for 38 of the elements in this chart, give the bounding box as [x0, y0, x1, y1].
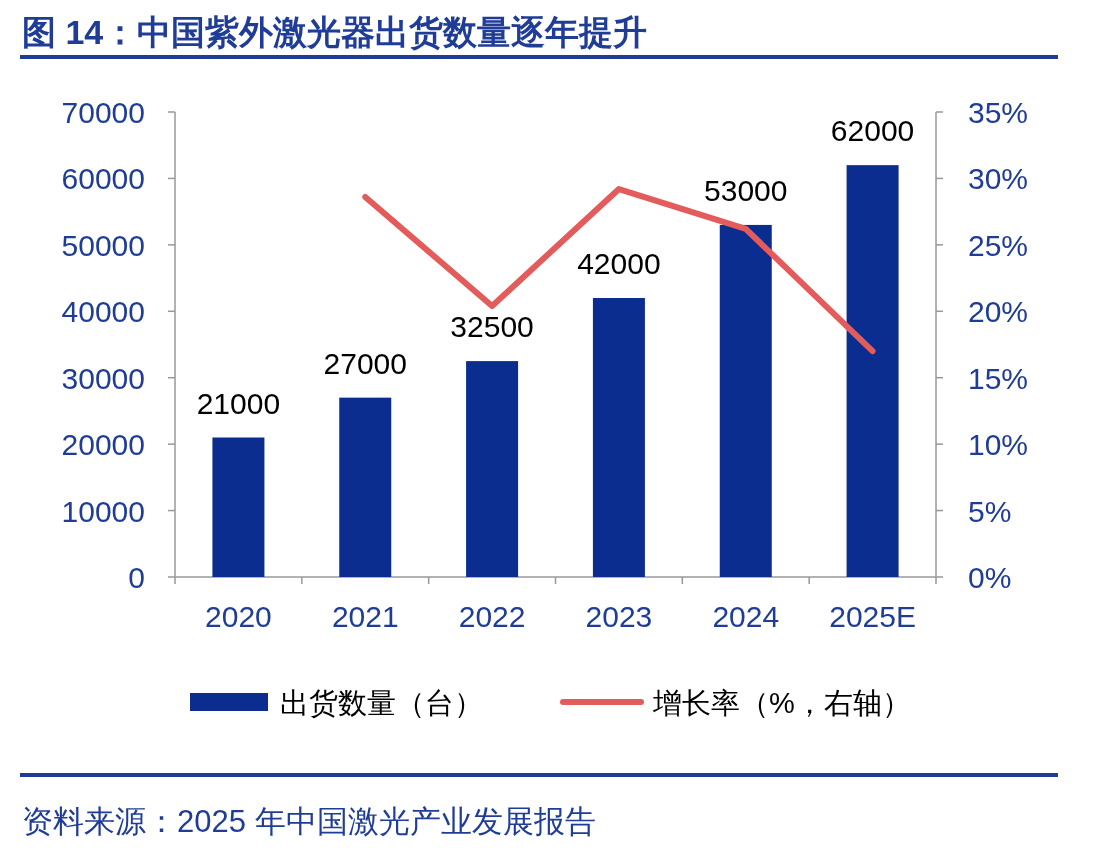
data-label: 21000 — [196, 386, 281, 420]
y2-tick-label: 25% — [968, 228, 1029, 262]
y2-tick-label: 10% — [968, 428, 1029, 462]
legend-label: 出货数量（台） — [280, 687, 483, 719]
bar — [719, 224, 772, 577]
y-tick-label: 50000 — [61, 228, 145, 262]
x-tick-label: 2020 — [205, 600, 272, 633]
y-tick-label: 60000 — [61, 162, 145, 196]
y2-tick-label: 0% — [968, 561, 1012, 594]
bar — [592, 298, 645, 577]
chart-title: 图 14：中国紫外激光器出货数量逐年提升 — [22, 13, 648, 51]
y-tick-label: 40000 — [61, 295, 145, 329]
legend-label: 增长率（%，右轴） — [652, 687, 911, 719]
x-tick-label: 2024 — [712, 600, 780, 633]
y-tick-label: 0 — [128, 561, 145, 594]
x-tick-label: 2022 — [458, 600, 526, 633]
x-tick-label: 2021 — [331, 600, 399, 633]
data-label: 62000 — [830, 114, 915, 148]
bar — [466, 361, 519, 577]
data-label: 27000 — [323, 346, 407, 380]
data-label: 53000 — [704, 173, 788, 207]
y-tick-label: 10000 — [61, 494, 145, 528]
x-tick-label: 2023 — [585, 600, 653, 633]
y-tick-label: 30000 — [61, 361, 145, 395]
y2-tick-label: 5% — [968, 494, 1012, 528]
y2-tick-label: 35% — [968, 96, 1029, 129]
bar — [846, 165, 899, 577]
y-tick-label: 70000 — [61, 96, 145, 129]
y2-tick-label: 30% — [968, 162, 1029, 196]
x-tick-label: 2025E — [829, 600, 916, 633]
y2-tick-label: 20% — [968, 295, 1029, 329]
bar — [212, 437, 265, 577]
data-label: 32500 — [450, 310, 534, 344]
bar — [339, 397, 392, 577]
y2-tick-label: 15% — [968, 361, 1029, 395]
text: 资料来源：2025 年中国激光产业发展报告 — [22, 804, 596, 839]
y-tick-label: 20000 — [61, 428, 145, 462]
data-label: 42000 — [577, 247, 661, 280]
